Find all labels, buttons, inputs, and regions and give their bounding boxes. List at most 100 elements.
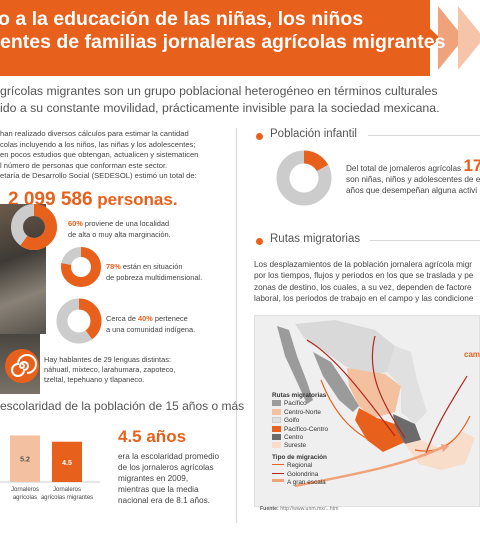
stat-text: de alta o muy alta marginación.: [68, 229, 171, 239]
routes-line: por los tiempos, flujos y periodos en lo…: [254, 271, 474, 281]
intro-line: ido a su constante movilidad, prácticame…: [0, 101, 440, 115]
languages-line: Hay hablantes de 29 lenguas distintas:: [44, 355, 171, 364]
legend-swatch: [272, 417, 281, 424]
paragraph-line: etaría de Desarrollo Social (SEDESOL) es…: [0, 171, 197, 181]
stat-text: a una comunidad indígena.: [106, 324, 196, 334]
routes-line: Los desplazamientos de la población jorn…: [254, 260, 473, 269]
donut-chart-indigena: [56, 298, 102, 344]
legend-line: [272, 472, 284, 474]
bar-value-label: 4.5: [62, 460, 72, 467]
legend-item: Pacífico: [272, 400, 328, 408]
donut-segment: [11, 204, 57, 250]
schooling-line: migrantes en 2009,: [118, 474, 189, 483]
languages-line: tzeltal, tepehuano y tlapaneco.: [44, 375, 145, 384]
section-bullet-icon: [256, 133, 263, 140]
chevron-decoration: [458, 6, 480, 70]
schooling-line: nacional era de 8.1 años.: [118, 496, 210, 505]
stat-text: están en situación: [120, 262, 183, 271]
legend-swatch: [272, 400, 281, 407]
schooling-text: era la escolaridad promedio de los jorna…: [118, 451, 219, 506]
legend-swatch: [272, 442, 281, 449]
legend-item: Golfo: [272, 417, 328, 425]
heading-rule: [368, 135, 480, 136]
legend-type-title: Tipo de migración: [272, 453, 327, 461]
donut-chart-marginacion: [11, 204, 57, 250]
stat-marginacion: 60% proviene de una localidad de alta o …: [68, 219, 171, 240]
routes-line: zonas de destino, los cuales, a su vez, …: [254, 282, 472, 292]
stat-percent: 60%: [68, 219, 83, 228]
stat-pobreza: 78% están en situación de pobreza multid…: [106, 262, 202, 283]
source-url: http://www.unm.mx/...htm: [280, 506, 339, 512]
donut-segment: [276, 150, 332, 206]
paragraph-line: han realizado diversos cálculos para est…: [0, 129, 189, 138]
pop-line: Del total de jornaleros agrícolas: [346, 164, 462, 173]
source-note: Fuente: http://www.unm.mx/...htm: [260, 506, 338, 512]
legend-label: Sureste: [284, 442, 307, 450]
paragraph-line: l número de personas que conforman este …: [0, 160, 168, 170]
stat-text: Cerca de: [106, 314, 139, 323]
stat-indigena: Cerca de 40% pertenece a una comunidad i…: [106, 314, 195, 335]
paragraph-line: en pocos estudios que obtengan, actualic…: [0, 150, 199, 160]
intro-paragraph: grícolas migrantes son un grupo poblacio…: [0, 83, 480, 117]
column-divider: [236, 128, 237, 523]
schooling-years-big: 4.5 años: [118, 427, 187, 446]
donut-segment: [61, 247, 101, 287]
legend-label: Golondrina: [287, 470, 319, 478]
schooling-line: mientras que la media: [118, 485, 199, 494]
legend-item: Pacífico-Centro: [272, 425, 329, 434]
legend-swatch: [272, 408, 281, 415]
donut-chart-infantil: [276, 150, 332, 206]
bar-1: [52, 441, 82, 482]
intro-line: grícolas migrantes son un grupo poblacio…: [0, 84, 438, 98]
stat-percent: 40%: [138, 314, 153, 323]
title-line-2: entes de familias jornaleras agrícolas m…: [0, 31, 446, 53]
legend-item: Golondrina: [272, 471, 328, 479]
pop-line: años que desempeñan alguna activi: [346, 186, 478, 195]
bar-category-label: agrícolas: [13, 495, 37, 501]
total-suffix: personas.: [92, 190, 178, 209]
pop-line: son niñas, niños y adolescentes de e: [346, 175, 480, 184]
population-heading: Población infantil: [270, 128, 357, 140]
schooling-bar-chart: 5.2Jornalerosagrícolas4.5Jornalerosagríc…: [0, 435, 100, 501]
schooling-heading: escolaridad de la población de 15 años o…: [0, 399, 245, 413]
legend-label: Pacífico: [284, 400, 307, 408]
population-text: Del total de jornaleros agrícolas 17 son…: [346, 157, 480, 196]
legend-item: Sureste: [272, 442, 328, 450]
languages-text: Hay hablantes de 29 lenguas distintas: n…: [44, 355, 175, 385]
legend-label: Golfo: [284, 417, 300, 425]
cambio-label: camb: [464, 350, 480, 359]
legend-label: Pacífico-Centro: [284, 425, 329, 433]
legend-line: [272, 479, 284, 483]
stat-percent: 78%: [106, 262, 121, 271]
bar-value-label: 5.2: [20, 457, 30, 464]
bar-category-label: Jornaleros: [11, 487, 39, 493]
pop-percent: 17: [463, 156, 480, 175]
legend-label: Centro: [284, 434, 304, 442]
header-banner: [0, 0, 430, 76]
bar-category-label: Jornaleros: [53, 487, 81, 493]
routes-map: [254, 315, 480, 507]
routes-paragraph: Los desplazamientos de la población jorn…: [254, 259, 480, 304]
mexico-map: [277, 320, 475, 488]
header-banner-tip: [400, 0, 440, 76]
legend-title: Rutas migratorias: [272, 392, 327, 399]
heading-rule: [370, 240, 480, 241]
donut-chart-pobreza: [61, 247, 101, 287]
legend-swatch: [272, 434, 281, 441]
bar-0: [10, 435, 40, 482]
legend-label: Regional: [287, 462, 313, 470]
legend-label: Centro-Norte: [284, 408, 321, 416]
stat-text: proviene de una localidad: [82, 219, 170, 228]
languages-line: náhuatl, mixteco, larahumara, zapoteco,: [44, 365, 176, 374]
stat-text: de pobreza multidimensional.: [106, 272, 203, 282]
bar-category-label: agrícolas migrantes: [41, 495, 93, 501]
section-bullet-icon: [256, 238, 263, 245]
routes-heading: Rutas migratorias: [270, 233, 361, 245]
title-line-1: o a la educación de las niñas, los niños: [0, 8, 364, 30]
map-legend: Rutas migratorias Pacífico Centro-Norte …: [272, 392, 328, 487]
left-paragraph: han realizado diversos cálculos para est…: [0, 129, 230, 182]
routes-line: laboral, los periodos de trabajo en el c…: [254, 293, 474, 303]
paragraph-line: colas incluyendo a los niños, las niñas …: [0, 139, 196, 149]
legend-label: A gran escala: [287, 479, 326, 487]
donut-segment: [56, 298, 102, 344]
